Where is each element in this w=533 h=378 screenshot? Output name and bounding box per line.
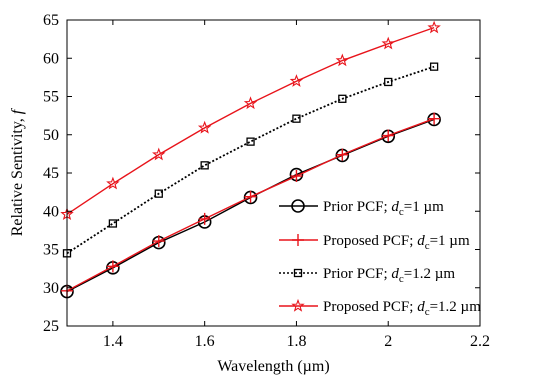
y-tick-label: 35 [43,242,59,259]
legend: Prior PCF; dc=1 µm Proposed PCF; dc=1 µm P… [279,199,481,318]
y-tick-label: 60 [43,50,59,67]
y-tick-label: 30 [43,280,59,297]
marker-star [427,20,441,34]
legend-label: Proposed PCF; dc=1.2 µm [323,299,481,318]
series-3 [62,62,439,258]
marker-star [152,147,166,161]
series-4 [60,20,441,221]
x-axis-label: Wavelength (µm) [217,358,329,375]
marker-square [293,268,303,278]
marker-star [381,36,395,50]
marker-square [154,189,163,198]
marker-plus [244,190,257,203]
x-tick-label: 2.2 [470,333,490,350]
marker-plus [106,260,119,273]
marker-plus [336,148,349,161]
marker-square [338,94,347,103]
y-tick-label: 45 [43,165,59,182]
legend-entry-4: Proposed PCF; dc=1.2 µm [279,298,481,318]
marker-square [246,137,255,146]
y-axis-label: Relative Sentivity, f [9,107,26,236]
marker-circle [291,199,305,213]
marker-star [289,74,304,87]
marker-plus [428,112,441,125]
legend-label: Proposed PCF; dc=1 µm [323,233,470,252]
marker-square [292,114,301,123]
y-tick-label: 25 [43,318,59,335]
legend-entry-3: Prior PCF; dc=1.2 µm [279,266,455,285]
y-tick-label: 40 [43,203,59,220]
legend-entry-1: Prior PCF; dc=1 µm [279,199,444,218]
ticks-layer: 1.4 1.6 1.8 2 2.2 25 30 35 40 45 50 55 60 65 [43,12,490,350]
series-layer [60,20,441,299]
legend-entry-2: Proposed PCF; dc=1 µm [279,233,470,252]
y-tick-label: 55 [43,89,59,106]
marker-square [200,161,209,170]
marker-plus [198,212,211,225]
marker-star [197,120,212,134]
y-tick-label: 65 [43,12,59,29]
marker-square [108,219,118,228]
marker-star [243,96,258,110]
marker-plus [382,129,395,142]
marker-star [106,176,120,190]
x-tick-label: 1.8 [286,333,306,350]
legend-label: Prior PCF; dc=1 µm [323,199,444,218]
legend-label: Prior PCF; dc=1.2 µm [323,266,455,285]
y-axis-label-main: Relative Sentivity, [9,114,26,236]
y-axis-label-italic: f [9,107,26,114]
marker-plus [152,235,165,248]
x-tick-label: 2 [384,333,392,350]
series-2 [61,112,441,297]
marker-square [384,77,393,87]
marker-plus [290,170,303,183]
marker-star [335,53,350,67]
y-tick-label: 50 [43,127,59,144]
series-line [66,65,435,255]
x-tick-label: 1.4 [103,333,123,350]
marker-plus [292,234,304,246]
marker-square [429,62,439,71]
series-line [66,26,435,215]
x-tick-label: 1.6 [195,333,215,350]
marker-star [291,298,305,312]
